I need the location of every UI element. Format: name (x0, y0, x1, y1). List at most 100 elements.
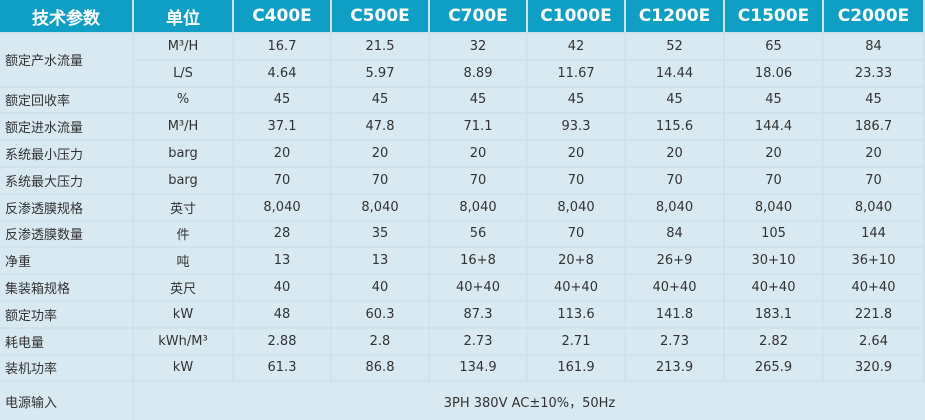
value-cell: 2.88 (234, 328, 330, 354)
value-cell: 183.1 (725, 302, 822, 327)
value-cell: 42 (528, 34, 624, 59)
value-cell: 144.4 (725, 114, 822, 140)
value-cell: 320.9 (824, 355, 923, 381)
value-cell: 11.67 (528, 60, 624, 86)
value-cell: 70 (332, 168, 428, 193)
value-cell: 86.8 (332, 355, 428, 381)
value-cell: 2.71 (528, 328, 624, 354)
value-cell: 8.89 (430, 60, 526, 86)
row-label: 额定功率 (0, 302, 132, 327)
header-c2000e: C2000E (824, 0, 923, 32)
value-cell: 45 (430, 87, 526, 113)
value-cell: 8,040 (824, 194, 923, 220)
unit-cell: 英尺 (134, 275, 232, 300)
value-cell: 16+8 (430, 248, 526, 274)
value-cell: 2.73 (430, 328, 526, 354)
unit-cell: M³/H (134, 34, 232, 59)
value-cell: 48 (234, 302, 330, 327)
value-cell: 20 (234, 141, 330, 166)
value-cell: 35 (332, 221, 428, 247)
value-cell: 161.9 (528, 355, 624, 381)
header-c700e: C700E (430, 0, 526, 32)
value-cell: 2.8 (332, 328, 428, 354)
unit-cell: kWh/M³ (134, 328, 232, 354)
row-label: 耗电量 (0, 328, 132, 354)
unit-cell: barg (134, 168, 232, 193)
value-cell: 8,040 (234, 194, 330, 220)
header-c400e: C400E (234, 0, 330, 32)
header-c1500e: C1500E (725, 0, 822, 32)
value-cell: 56 (430, 221, 526, 247)
value-cell: 221.8 (824, 302, 923, 327)
value-cell: 70 (626, 168, 723, 193)
value-cell: 8,040 (528, 194, 624, 220)
value-cell: 20+8 (528, 248, 624, 274)
value-cell: 45 (824, 87, 923, 113)
value-cell: 2.73 (626, 328, 723, 354)
value-cell: 37.1 (234, 114, 330, 140)
value-cell: 40 (332, 275, 428, 300)
value-cell: 8,040 (430, 194, 526, 220)
value-cell: 105 (725, 221, 822, 247)
value-cell: 70 (234, 168, 330, 193)
value-cell: 23.33 (824, 60, 923, 86)
value-cell: 40 (234, 275, 330, 300)
value-cell: 45 (626, 87, 723, 113)
unit-cell: L/S (134, 60, 232, 86)
value-cell: 71.1 (430, 114, 526, 140)
value-cell: 20 (824, 141, 923, 166)
value-cell: 40+40 (824, 275, 923, 300)
value-cell: 13 (234, 248, 330, 274)
value-cell: 8,040 (332, 194, 428, 220)
value-cell: 115.6 (626, 114, 723, 140)
value-cell: 45 (528, 87, 624, 113)
value-cell: 65 (725, 34, 822, 59)
value-cell: 16.7 (234, 34, 330, 59)
value-cell: 61.3 (234, 355, 330, 381)
value-cell: 265.9 (725, 355, 822, 381)
value-cell: 14.44 (626, 60, 723, 86)
value-cell: 70 (528, 221, 624, 247)
row-label: 集装箱规格 (0, 275, 132, 300)
unit-cell: 吨 (134, 248, 232, 274)
header-parameter: 技术参数 (0, 0, 132, 32)
value-cell: 20 (725, 141, 822, 166)
value-cell: 84 (626, 221, 723, 247)
value-cell: 20 (430, 141, 526, 166)
row-label: 系统最小压力 (0, 141, 132, 166)
value-cell: 84 (824, 34, 923, 59)
value-cell: 40+40 (626, 275, 723, 300)
value-cell: 18.06 (725, 60, 822, 86)
power-input-value: 3PH 380V AC±10%，50Hz (134, 382, 925, 420)
value-cell: 70 (430, 168, 526, 193)
value-cell: 60.3 (332, 302, 428, 327)
row-label: 反渗透膜数量 (0, 221, 132, 247)
value-cell: 213.9 (626, 355, 723, 381)
value-cell: 141.8 (626, 302, 723, 327)
value-cell: 26+9 (626, 248, 723, 274)
header-c500e: C500E (332, 0, 428, 32)
unit-cell: 件 (134, 221, 232, 247)
value-cell: 36+10 (824, 248, 923, 274)
unit-cell: M³/H (134, 114, 232, 140)
value-cell: 70 (824, 168, 923, 193)
value-cell: 52 (626, 34, 723, 59)
value-cell: 13 (332, 248, 428, 274)
value-cell: 70 (528, 168, 624, 193)
unit-cell: barg (134, 141, 232, 166)
value-cell: 20 (626, 141, 723, 166)
value-cell: 21.5 (332, 34, 428, 59)
value-cell: 45 (725, 87, 822, 113)
value-cell: 2.64 (824, 328, 923, 354)
value-cell: 93.3 (528, 114, 624, 140)
value-cell: 5.97 (332, 60, 428, 86)
value-cell: 8,040 (626, 194, 723, 220)
value-cell: 20 (528, 141, 624, 166)
unit-cell: % (134, 87, 232, 113)
row-label: 反渗透膜规格 (0, 194, 132, 220)
value-cell: 70 (725, 168, 822, 193)
value-cell: 4.64 (234, 60, 330, 86)
row-label: 装机功率 (0, 355, 132, 381)
value-cell: 45 (332, 87, 428, 113)
value-cell: 144 (824, 221, 923, 247)
